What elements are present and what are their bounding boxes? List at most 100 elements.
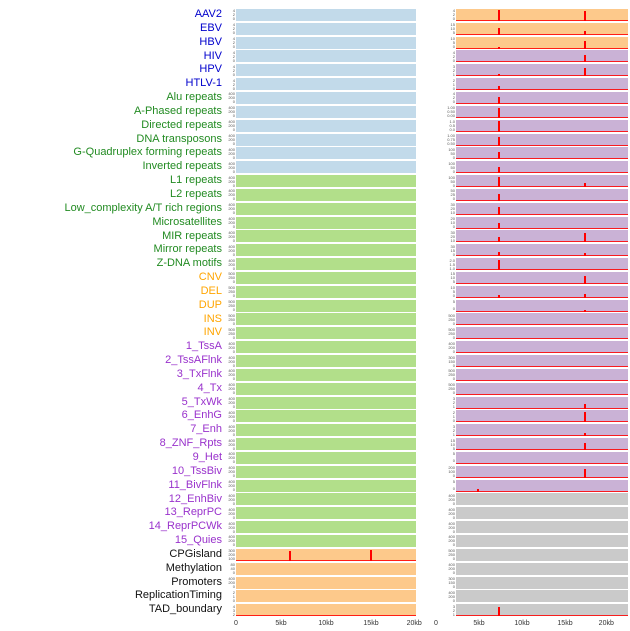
left-y-axis: 400 200 0	[222, 259, 236, 270]
y-tick-label: 0	[452, 570, 455, 575]
y-tick-label: 400	[228, 577, 235, 582]
y-tick-label: 200	[228, 178, 235, 184]
left-track-panel	[236, 271, 416, 284]
left-track-panel	[236, 313, 416, 326]
left-track-panel	[236, 590, 416, 603]
track-label: EBV	[199, 21, 222, 34]
track-label: ReplicationTiming	[134, 589, 222, 602]
y-tick-label: 1.00	[447, 134, 455, 139]
track-label: Directed repeats	[141, 118, 222, 131]
y-tick-label: 1	[232, 593, 235, 599]
right-track-panel	[456, 258, 628, 271]
density-spike	[498, 28, 500, 35]
track-row: 10_TssBiv 400 200 0 200 100 0	[0, 465, 630, 479]
y-tick-label: 100	[448, 161, 455, 166]
x-tick-label: 20kb	[406, 620, 422, 628]
track-label: 15_Quies	[174, 534, 222, 547]
track-label: Inverted repeats	[142, 160, 223, 173]
signal-baseline	[456, 421, 628, 423]
y-tick-label: 0	[232, 376, 235, 381]
right-y-axis: 100 50 0	[436, 176, 456, 187]
right-y-axis: 10 5 0	[436, 286, 456, 297]
y-tick-label: 2	[452, 53, 455, 59]
left-track-panel	[236, 8, 416, 21]
right-track-panel	[456, 147, 628, 160]
right-track-panel	[456, 36, 628, 49]
y-tick-label: 1	[452, 71, 455, 76]
y-tick-label: 200	[228, 137, 235, 143]
y-tick-label: 0	[452, 251, 455, 256]
y-tick-label: 400	[228, 175, 235, 180]
y-tick-label: 500	[448, 313, 455, 318]
density-spike	[584, 31, 586, 35]
x-tick-label: 20kb	[598, 620, 614, 628]
y-tick-label: 0	[452, 458, 455, 464]
y-tick-label: 300	[228, 549, 235, 554]
x-tick-label: 5kb	[275, 620, 287, 628]
x-axis-right: 0 5kb 10kb 15kb 20kb	[434, 618, 614, 631]
y-tick-label: 300	[448, 355, 455, 360]
left-track-panel	[236, 534, 416, 547]
y-tick-label: 0	[232, 473, 235, 478]
right-track-panel	[456, 133, 628, 146]
right-track-panel	[456, 465, 628, 478]
left-track-panel	[236, 244, 416, 257]
y-tick-label: 0	[232, 320, 235, 325]
y-tick-label: 0	[452, 224, 455, 229]
signal-baseline	[456, 144, 628, 146]
y-tick-label: 0.50	[447, 141, 455, 146]
signal-baseline	[456, 393, 628, 395]
track-label: 14_ReprPCWk	[148, 520, 222, 533]
y-tick-label: 30	[450, 230, 455, 235]
left-y-axis: 400 200 0	[222, 535, 236, 546]
y-tick-label: 250	[448, 372, 455, 378]
y-tick-label: 500	[448, 369, 455, 374]
track-row: 15_Quies 400 200 0 400 200 0	[0, 534, 630, 548]
left-track-panel	[236, 36, 416, 49]
track-row: 3_TxFlnk 400 200 0 500 250 0	[0, 368, 630, 382]
y-tick-label: 5	[452, 445, 455, 450]
track-label: HPV	[199, 63, 222, 76]
right-y-axis: 30 15 0	[436, 245, 456, 256]
right-track-panel	[456, 438, 628, 451]
signal-baseline	[456, 435, 628, 437]
y-tick-label: 400	[448, 590, 455, 595]
signal-baseline	[456, 75, 628, 77]
y-tick-label: 25	[450, 192, 455, 198]
y-tick-label: 200	[448, 344, 455, 350]
signal-baseline	[456, 116, 628, 118]
track-row: Mirror repeats 400 200 0 30 15 0	[0, 243, 630, 257]
left-y-axis: 400 200 0	[222, 577, 236, 588]
left-y-axis: 400 200 0	[222, 466, 236, 477]
y-tick-label: 250	[228, 316, 235, 322]
left-y-axis: 400 200 0	[222, 189, 236, 200]
right-track-panel	[456, 8, 628, 21]
y-tick-label: 0	[452, 390, 455, 395]
left-y-axis: 400 200 0	[222, 425, 236, 436]
y-tick-label: 400	[228, 120, 235, 125]
y-tick-label: 200	[228, 95, 235, 101]
y-tick-label: 2	[232, 611, 235, 616]
y-tick-label: 0.0	[449, 127, 455, 132]
track-label: 2_TssAFlnk	[165, 354, 222, 367]
right-y-axis: 400 200 0	[436, 563, 456, 574]
left-track-panel	[236, 562, 416, 575]
left-y-axis: 400 200 0	[222, 162, 236, 173]
y-tick-label: 500	[228, 286, 235, 291]
track-label: 8_ZNF_Rpts	[159, 437, 222, 450]
density-spike	[498, 237, 500, 243]
y-tick-label: 5	[452, 300, 455, 305]
left-y-axis: 400 200 0	[222, 245, 236, 256]
signal-baseline	[456, 241, 628, 243]
signal-baseline	[456, 186, 628, 188]
y-tick-label: 200	[228, 455, 235, 461]
right-track-panel	[456, 22, 628, 35]
